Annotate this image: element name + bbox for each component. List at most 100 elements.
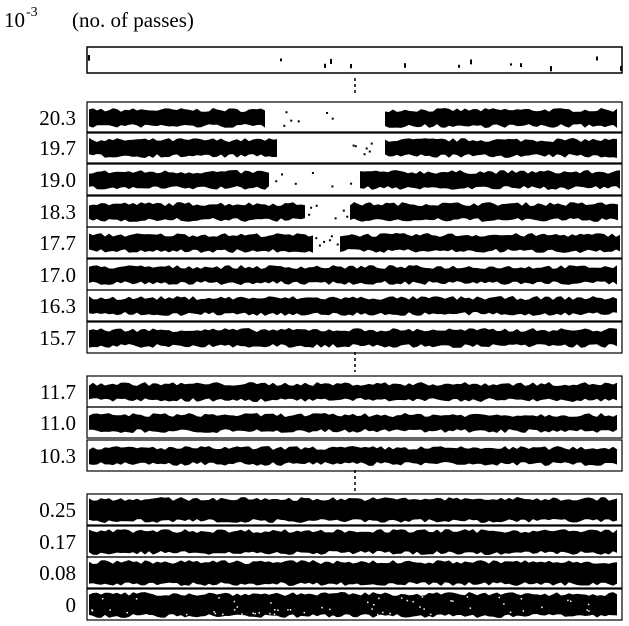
event-dot	[328, 239, 331, 242]
speckle	[233, 600, 236, 603]
speckle	[277, 609, 279, 612]
speckle	[406, 599, 409, 602]
row-label: 10.3	[39, 444, 76, 468]
signal-band	[89, 138, 277, 158]
event-dot	[352, 144, 355, 147]
signal-band	[89, 265, 617, 285]
row-label: 20.3	[39, 106, 76, 130]
speckle	[91, 610, 94, 612]
event-dot	[350, 182, 353, 185]
speckle	[213, 611, 215, 613]
speckle	[274, 609, 276, 611]
event-dot	[285, 111, 288, 114]
event-dot	[363, 153, 366, 156]
event-dot	[458, 64, 460, 68]
signal-band	[89, 170, 269, 190]
speckle	[520, 598, 523, 600]
row-label: 17.0	[39, 263, 76, 287]
event-dot	[275, 180, 278, 183]
speckle	[421, 596, 424, 598]
event-dot	[326, 111, 329, 114]
event-dot	[315, 204, 318, 207]
signal-band	[89, 108, 265, 128]
speckle	[101, 597, 104, 600]
event-dot	[283, 124, 286, 127]
speckle	[466, 596, 469, 598]
speckle	[218, 597, 220, 599]
speckle	[289, 609, 292, 611]
event-dot	[308, 213, 311, 216]
speckle	[429, 613, 432, 616]
event-dot	[290, 119, 293, 122]
signal-band	[89, 296, 617, 316]
speckle	[367, 601, 369, 604]
speckle	[535, 613, 538, 616]
speckle	[252, 612, 254, 615]
speckle	[587, 603, 590, 606]
speckle	[329, 608, 331, 611]
event-dot	[370, 142, 373, 145]
row-label: 16.3	[39, 294, 76, 318]
signal-band	[89, 328, 617, 348]
speckle	[146, 613, 148, 616]
event-dot	[350, 64, 352, 69]
row-label: 0	[66, 593, 77, 617]
event-dot	[365, 147, 368, 150]
speckle	[522, 610, 525, 612]
speckle	[321, 606, 323, 609]
event-dot	[331, 117, 334, 120]
signal-band	[89, 497, 617, 523]
speckle	[287, 609, 289, 611]
speckle	[269, 612, 271, 615]
strip-frame	[86, 289, 623, 322]
speckle	[233, 609, 236, 611]
top-strip-frame	[86, 46, 623, 74]
strip-frame	[86, 131, 623, 164]
speckle	[270, 602, 272, 604]
speckle	[423, 608, 425, 610]
event-dot	[323, 240, 326, 243]
speckle	[254, 612, 256, 615]
speckle	[371, 608, 373, 610]
event-dot	[297, 120, 300, 123]
strip-frame	[86, 321, 623, 354]
speckle	[135, 598, 138, 600]
speckle	[389, 612, 391, 615]
strip-frame	[86, 556, 623, 589]
speckle	[567, 599, 569, 602]
speckle	[569, 600, 572, 603]
row-label: 18.3	[39, 200, 76, 224]
row-label: 19.7	[39, 136, 76, 160]
scale-exponent: -3	[26, 5, 38, 20]
event-dot	[550, 66, 552, 72]
event-dot	[330, 235, 333, 238]
event-dot	[315, 237, 318, 240]
scale-base: 10	[4, 8, 25, 32]
speckle	[185, 613, 188, 616]
row-label: 19.0	[39, 168, 76, 192]
row-label: 0.08	[39, 561, 76, 585]
row-label: 0.17	[39, 530, 76, 554]
strip-frame	[86, 588, 623, 621]
signal-band	[360, 170, 620, 190]
strip-frame	[86, 163, 623, 196]
event-dot	[354, 145, 357, 148]
speckle	[109, 609, 111, 611]
signal-band	[89, 560, 617, 586]
event-dot	[334, 217, 337, 220]
event-dot	[331, 185, 334, 188]
row-label: 11.0	[40, 411, 76, 435]
event-dot	[294, 182, 297, 185]
event-dot	[470, 59, 472, 65]
speckle	[412, 600, 414, 603]
event-dot	[330, 58, 332, 64]
event-dot	[311, 172, 314, 175]
signal-band	[89, 529, 617, 555]
speckle	[377, 613, 379, 616]
signal-band	[89, 592, 617, 618]
speckle	[273, 613, 276, 615]
signal-band	[350, 202, 618, 222]
speckle	[586, 609, 588, 611]
row-label: 0.25	[39, 498, 76, 522]
speckle	[378, 597, 380, 600]
